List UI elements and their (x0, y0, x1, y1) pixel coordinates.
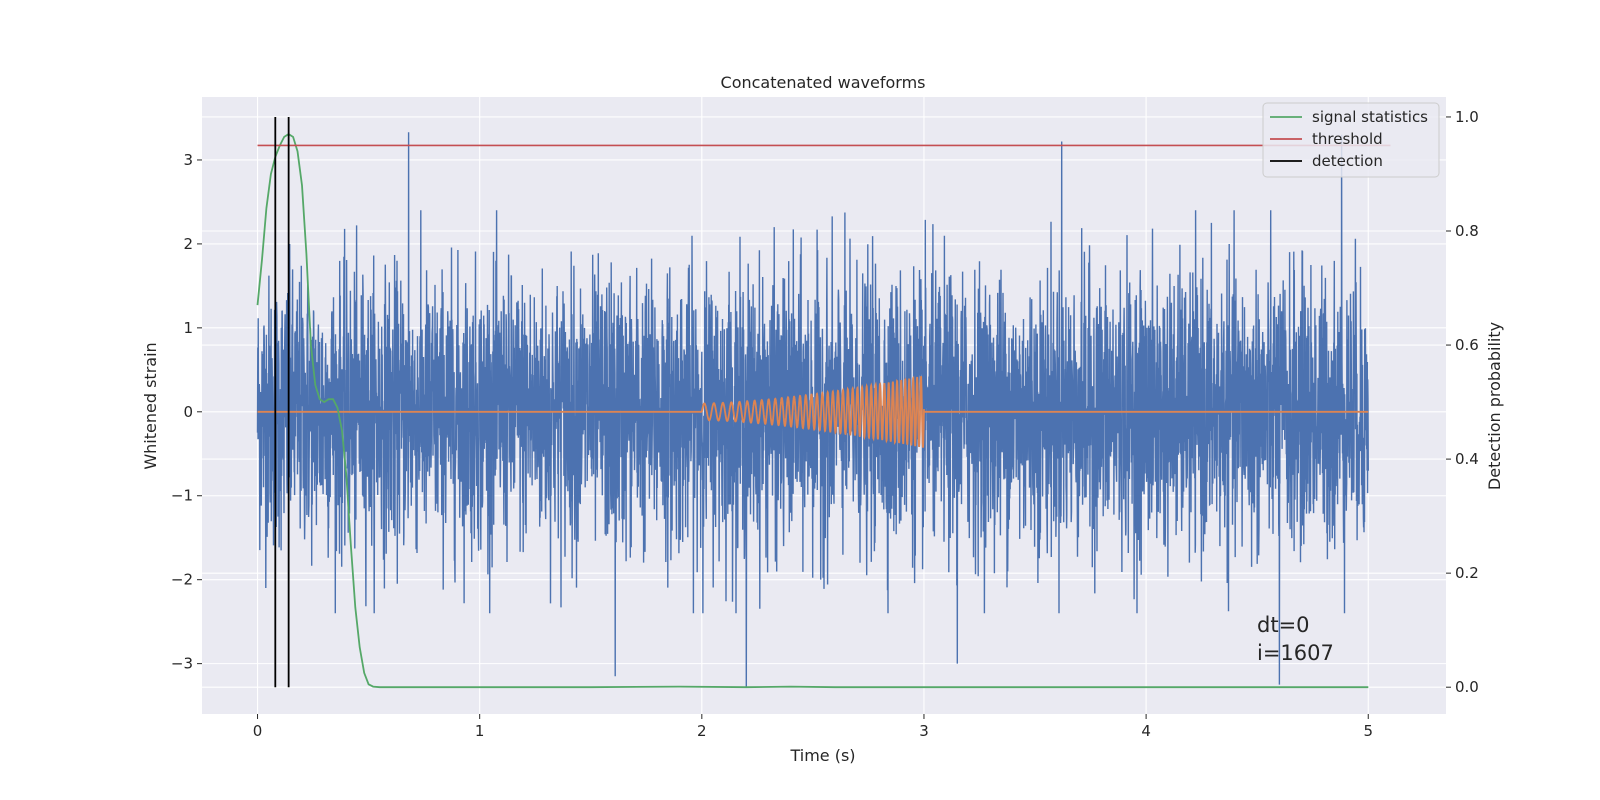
x-tick-label: 4 (1141, 722, 1151, 740)
y-tick-label: 2 (183, 235, 193, 253)
y-tick-label: 3 (183, 151, 193, 169)
x-tick-label: 5 (1363, 722, 1373, 740)
y2-axis-label: Detection probability (1485, 322, 1504, 490)
x-axis-label: Time (s) (789, 746, 855, 765)
y2-tick-label: 1.0 (1455, 108, 1479, 126)
annotation-dt: dt=0 (1257, 613, 1310, 637)
y-tick-label: 1 (183, 319, 193, 337)
legend-label: detection (1312, 152, 1383, 170)
y2-tick-label: 0.6 (1455, 336, 1479, 354)
x-tick-label: 0 (253, 722, 263, 740)
legend: signal statistics threshold detection (1262, 102, 1440, 178)
injected-waveform-line (257, 375, 1369, 448)
y-tick-label: −1 (171, 487, 193, 505)
legend-label: signal statistics (1312, 108, 1428, 126)
y-axis: −3 −2 −1 0 1 2 3 (171, 151, 202, 673)
y-tick-label: 0 (183, 403, 193, 421)
y-tick-label: −2 (171, 571, 193, 589)
y-tick-label: −3 (171, 655, 193, 673)
y2-tick-label: 0.4 (1455, 450, 1479, 468)
y-axis-label: Whitened strain (141, 342, 160, 469)
x-axis: 0 1 2 3 4 5 (253, 714, 1373, 740)
y2-tick-label: 0.8 (1455, 222, 1479, 240)
right-axis-series (256, 116, 1391, 689)
chart-title: Concatenated waveforms (721, 73, 926, 92)
x-tick-label: 3 (919, 722, 929, 740)
annotation-index: i=1607 (1257, 641, 1334, 665)
y2-tick-label: 0.0 (1455, 678, 1479, 696)
signal-statistics-line (256, 133, 1369, 689)
legend-label: threshold (1312, 130, 1383, 148)
legend-box (1262, 102, 1440, 178)
x-tick-label: 2 (697, 722, 707, 740)
series-injected-waveform (257, 375, 1369, 448)
x-tick-label: 1 (475, 722, 485, 740)
y2-axis: 0.0 0.2 0.4 0.6 0.8 1.0 (1446, 108, 1479, 696)
y2-tick-label: 0.2 (1455, 564, 1479, 582)
